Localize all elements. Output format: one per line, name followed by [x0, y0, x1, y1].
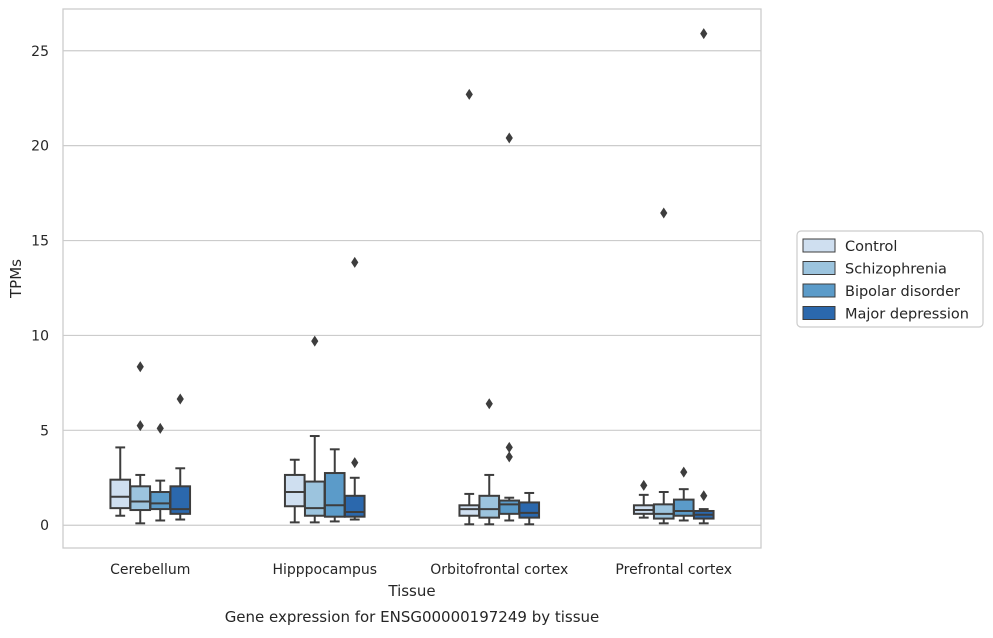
box-bipolar-disorder: [498, 132, 521, 522]
y-tick-label: 5: [40, 423, 49, 439]
iqr-box: [672, 498, 695, 517]
legend: Control Schizophrenia Bipolar disorder Majo…: [796, 230, 984, 328]
iqr-box: [169, 485, 192, 515]
box-major-depression: [169, 393, 192, 521]
box-control: [283, 458, 306, 524]
x-tick-label: Orbitofrontal cortex: [430, 562, 568, 578]
iqr-box: [109, 478, 132, 510]
iqr-box: [283, 473, 306, 508]
iqr-box: [478, 494, 501, 519]
legend-label: Bipolar disorder: [845, 284, 960, 300]
x-tick-label: Hipppocampus: [272, 562, 377, 578]
plot-frame: [62, 8, 762, 549]
y-tick-label: 0: [40, 518, 49, 534]
box-bipolar-disorder: [149, 422, 172, 522]
y-tick-label: 15: [31, 234, 49, 250]
outlier-point: [485, 398, 493, 410]
outlier-point: [640, 479, 648, 491]
iqr-box: [343, 494, 366, 518]
outlier-point: [136, 420, 144, 432]
iqr-box: [303, 480, 326, 517]
x-tick-labels: Cerebellum Hipppocampus Orbitofrontal cort…: [110, 562, 732, 578]
x-tick-label: Prefrontal cortex: [615, 562, 732, 578]
y-tick-label: 20: [31, 139, 49, 155]
outlier-point: [660, 207, 668, 219]
outlier-point: [311, 335, 319, 347]
box-control: [632, 479, 655, 519]
iqr-box: [129, 485, 152, 512]
chart-caption: Gene expression for ENSG00000197249 by t…: [225, 608, 600, 626]
box-control: [458, 88, 481, 526]
y-tick-labels: 0 5 10 15 20 25: [31, 44, 49, 534]
iqr-box: [458, 504, 481, 517]
box-schizophrenia: [652, 207, 675, 525]
grid-lines: [63, 50, 761, 526]
box-schizophrenia: [303, 335, 326, 524]
iqr-box: [498, 499, 521, 515]
box-bipolar-disorder: [323, 448, 346, 523]
iqr-box: [518, 501, 541, 519]
outlier-point: [680, 466, 688, 478]
legend-label: Schizophrenia: [845, 262, 947, 278]
legend-frame: [796, 230, 984, 328]
iqr-box: [149, 491, 172, 511]
outlier-point: [700, 28, 708, 40]
outlier-point: [505, 132, 513, 144]
outlier-point: [351, 457, 359, 469]
box-major-depression: [692, 28, 715, 525]
box-schizophrenia: [129, 361, 152, 525]
box-control: [109, 446, 132, 517]
outlier-point: [351, 256, 359, 268]
outlier-point: [700, 490, 708, 502]
outlier-point: [465, 88, 473, 100]
box-series-layer: [109, 28, 715, 526]
iqr-box: [323, 472, 346, 518]
box-bipolar-disorder: [672, 466, 695, 522]
legend-swatch: [802, 306, 836, 320]
x-tick-label: Cerebellum: [110, 562, 190, 578]
outlier-point: [176, 393, 184, 405]
x-axis-label: Tissue: [387, 582, 435, 600]
outlier-point: [136, 361, 144, 373]
box-major-depression: [518, 491, 541, 526]
y-tick-label: 10: [31, 328, 49, 344]
legend-label: Control: [845, 239, 897, 255]
legend-swatch: [802, 283, 836, 298]
legend-swatch: [802, 238, 836, 253]
iqr-box: [652, 503, 675, 520]
outlier-point: [156, 422, 164, 434]
outlier-point: [505, 441, 513, 453]
outlier-point: [505, 451, 513, 463]
legend-label: Major depression: [845, 307, 969, 323]
box-schizophrenia: [478, 398, 501, 526]
box-major-depression: [343, 256, 366, 521]
y-axis-label: TPMs: [7, 259, 25, 299]
legend-swatch: [802, 261, 836, 275]
y-tick-label: 25: [31, 44, 49, 60]
